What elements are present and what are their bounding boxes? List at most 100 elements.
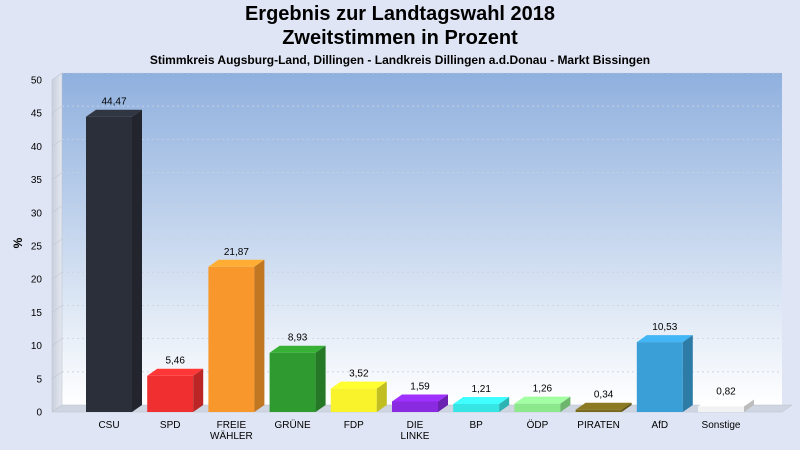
bar-front xyxy=(392,401,438,412)
bar-side xyxy=(438,394,448,412)
x-tick-label-line: LINKE xyxy=(401,431,430,442)
bar-top xyxy=(269,345,326,353)
bar-side xyxy=(744,399,754,412)
y-axis-label: % xyxy=(11,237,25,248)
bar-front xyxy=(575,409,622,412)
x-tick-label: Sonstige xyxy=(702,420,741,431)
bar-side xyxy=(132,109,142,412)
gridline-side xyxy=(51,205,63,214)
bar xyxy=(698,399,754,412)
gridline-side xyxy=(51,371,63,380)
gridline-side xyxy=(51,305,63,313)
bar xyxy=(86,109,142,412)
x-tick-label-line: AfD xyxy=(651,420,668,431)
x-tick-label: PIRATEN xyxy=(577,420,620,431)
bar-value-label: 0,82 xyxy=(716,387,736,398)
y-tick-label: 20 xyxy=(31,275,43,286)
bar-side xyxy=(682,335,693,412)
bar xyxy=(575,402,632,412)
chart-subtitle: Zweitstimmen in Prozent xyxy=(282,27,518,49)
x-tick-label: ÖDP xyxy=(527,419,549,431)
y-tick-label: 15 xyxy=(31,308,43,319)
bar-front xyxy=(147,375,194,412)
gridline-side xyxy=(51,72,63,81)
bar xyxy=(330,381,387,412)
gridline-side xyxy=(51,271,63,280)
x-tick-label-line: SPD xyxy=(160,420,181,431)
y-tick-label: 45 xyxy=(31,109,43,120)
bar xyxy=(269,345,326,412)
bar-front xyxy=(698,406,744,412)
gridline-side xyxy=(51,338,63,346)
gridline-side xyxy=(51,105,63,114)
x-tick-label-line: CSU xyxy=(98,420,119,431)
x-tick-label: SPD xyxy=(160,420,181,431)
bar-side xyxy=(254,259,265,412)
bar-top xyxy=(575,402,632,410)
bar xyxy=(636,335,693,412)
bar xyxy=(208,259,265,412)
y-tick-label: 5 xyxy=(36,374,42,385)
bar xyxy=(147,368,204,412)
bar-side xyxy=(315,345,326,412)
y-tick-label: 50 xyxy=(31,76,43,87)
bar-value-label: 3,52 xyxy=(349,369,369,380)
bar-side xyxy=(193,368,204,412)
bar-front xyxy=(269,352,316,412)
x-tick-label-line: ÖDP xyxy=(527,419,549,431)
chart-title: Ergebnis zur Landtagswahl 2018 xyxy=(244,3,556,25)
bar-front xyxy=(330,388,377,412)
bar-front xyxy=(453,403,500,412)
x-tick-label-line: FDP xyxy=(344,420,364,431)
x-tick-label-line: FREIE xyxy=(217,420,247,431)
x-tick-label-line: GRÜNE xyxy=(275,419,311,431)
bar-top xyxy=(86,109,142,117)
x-tick-label: DIE LINKE xyxy=(401,420,430,442)
x-tick-label: BP xyxy=(470,420,484,431)
bar-top xyxy=(453,396,510,404)
y-tick-label: 10 xyxy=(31,341,43,352)
bar xyxy=(514,396,571,412)
y-tick-label: 40 xyxy=(31,142,43,153)
y-tick-label: 25 xyxy=(31,242,43,253)
bar-front xyxy=(86,116,132,412)
x-tick-label: FDP xyxy=(344,420,364,431)
bar-value-label: 21,87 xyxy=(224,247,249,258)
bar-front xyxy=(514,403,561,412)
bar-top xyxy=(636,335,693,343)
bar-value-label: 5,46 xyxy=(165,356,185,367)
bar-top xyxy=(147,368,204,376)
bar-side xyxy=(376,381,387,412)
gridline-side xyxy=(51,238,63,247)
bar-top xyxy=(330,381,387,389)
x-tick-label-line: PIRATEN xyxy=(577,420,620,431)
gridline-side xyxy=(51,139,63,147)
x-tick-label: FREIE WÄHLER xyxy=(210,420,253,442)
x-tick-label: GRÜNE xyxy=(275,419,311,431)
bar-front xyxy=(208,266,255,412)
y-tick-label: 30 xyxy=(31,208,43,219)
bar-side xyxy=(621,402,632,412)
bar-front xyxy=(636,342,683,412)
x-tick-label-line: BP xyxy=(470,420,484,431)
bar-value-label: 1,21 xyxy=(471,384,491,395)
bar xyxy=(453,396,510,412)
chart-region-caption: Stimmkreis Augsburg-Land, Dillingen - La… xyxy=(149,53,651,67)
x-tick-label-line: WÄHLER xyxy=(210,430,253,442)
bar-value-label: 0,34 xyxy=(594,390,614,401)
bar-value-label: 44,47 xyxy=(101,97,126,108)
bar-value-label: 8,93 xyxy=(288,333,308,344)
bar-top xyxy=(208,259,265,267)
y-tick-label: 0 xyxy=(36,408,42,419)
bar-top xyxy=(392,394,448,402)
x-tick-label: CSU xyxy=(98,420,119,431)
bar-value-label: 1,59 xyxy=(410,381,430,392)
x-tick-label-line: DIE xyxy=(407,420,424,431)
bar-top xyxy=(514,396,571,404)
bar-side xyxy=(560,396,571,412)
bar xyxy=(392,394,448,412)
x-tick-label: AfD xyxy=(651,420,668,431)
bar-value-label: 1,26 xyxy=(533,384,553,395)
bar-side xyxy=(499,396,510,412)
